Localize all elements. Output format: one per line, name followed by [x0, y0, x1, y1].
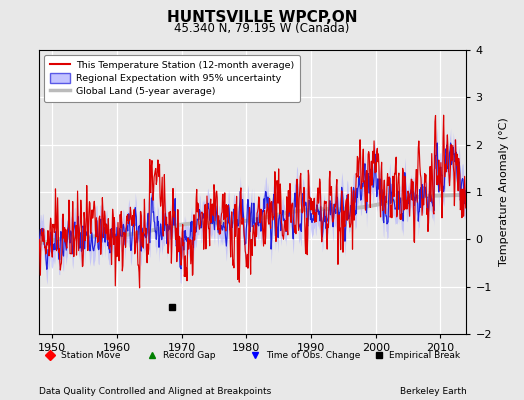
Text: Record Gap: Record Gap [163, 350, 216, 360]
Text: Time of Obs. Change: Time of Obs. Change [266, 350, 360, 360]
Text: Station Move: Station Move [61, 350, 120, 360]
Text: 45.340 N, 79.195 W (Canada): 45.340 N, 79.195 W (Canada) [174, 22, 350, 35]
Text: Data Quality Controlled and Aligned at Breakpoints: Data Quality Controlled and Aligned at B… [39, 387, 271, 396]
Text: Berkeley Earth: Berkeley Earth [400, 387, 466, 396]
Text: HUNTSVILLE WPCP,ON: HUNTSVILLE WPCP,ON [167, 10, 357, 25]
Y-axis label: Temperature Anomaly (°C): Temperature Anomaly (°C) [499, 118, 509, 266]
Legend: This Temperature Station (12-month average), Regional Expectation with 95% uncer: This Temperature Station (12-month avera… [44, 55, 300, 102]
Text: Empirical Break: Empirical Break [389, 350, 461, 360]
